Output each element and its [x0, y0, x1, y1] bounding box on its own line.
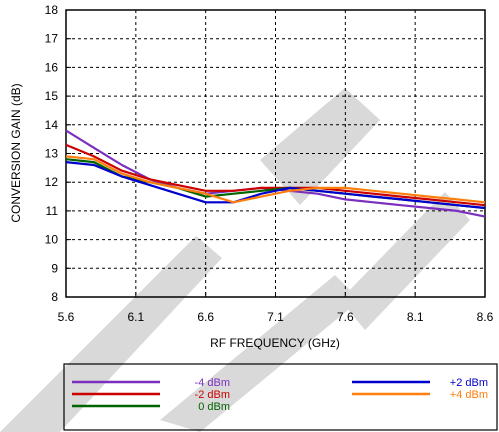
y-tick-label: 14 [45, 118, 59, 132]
x-tick-label: 8.6 [477, 310, 494, 324]
watermark-stroke-1 [0, 236, 222, 432]
x-tick-label: 7.6 [337, 310, 354, 324]
y-tick-label: 8 [51, 290, 58, 304]
x-tick-label: 5.6 [58, 310, 75, 324]
y-tick-label: 12 [45, 175, 59, 189]
legend-label-4dbm: -4 dBm [195, 377, 230, 389]
watermark-stroke-4 [340, 192, 470, 330]
legend-label-2dbm: +2 dBm [450, 377, 488, 389]
series-line-2dbm [65, 161, 486, 210]
y-tick-label: 10 [45, 233, 59, 247]
x-axis-title: RF FREQUENCY (GHz) [210, 336, 340, 350]
series-line-4dbm [65, 155, 486, 204]
y-tick-label: 16 [45, 60, 59, 74]
y-tick-label: 13 [45, 147, 59, 161]
grid [66, 10, 485, 297]
y-tick-label: 15 [45, 89, 59, 103]
y-tick-label: 9 [51, 261, 58, 275]
watermark-stroke-2 [160, 275, 360, 432]
y-axis-title: CONVERSION GAIN (dB) [9, 83, 23, 222]
legend-label-0dbm: 0 dBm [198, 401, 230, 413]
legend-label-4dbm: +4 dBm [450, 389, 488, 401]
watermark [0, 88, 470, 432]
legend-label-2dbm: -2 dBm [195, 389, 230, 401]
y-tick-label: 17 [45, 32, 59, 46]
series-line-2dbm [65, 143, 486, 207]
y-tick-label: 18 [45, 3, 59, 17]
y-tick-label: 11 [46, 204, 59, 218]
x-tick-label: 8.1 [407, 310, 424, 324]
x-tick-label: 7.1 [267, 310, 284, 324]
axis-ticks: 5.6 6.1 6.6 7.1 7.6 8.1 8.6 8 9 10 11 12 13 14 15 16 17 1… [45, 3, 494, 324]
x-tick-label: 6.6 [197, 310, 214, 324]
watermark-stroke-3 [260, 88, 380, 205]
legend-box [63, 363, 498, 431]
x-tick-label: 6.1 [127, 310, 144, 324]
series-lines [65, 129, 486, 218]
